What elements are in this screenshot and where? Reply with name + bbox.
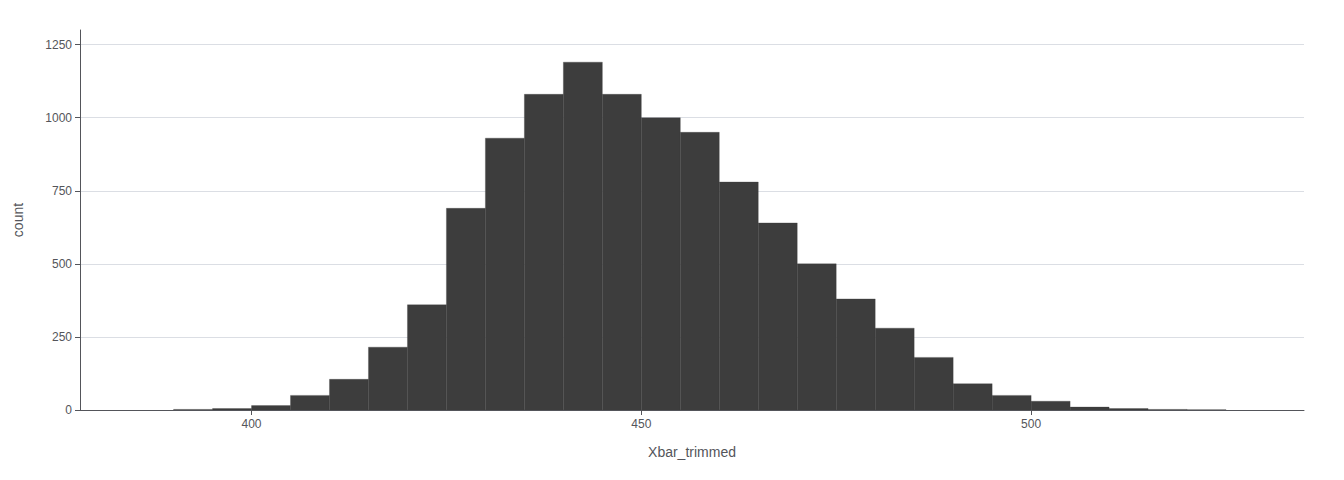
svg-text:1000: 1000	[45, 111, 72, 125]
svg-text:1250: 1250	[45, 38, 72, 52]
svg-text:count: count	[10, 203, 26, 237]
svg-text:250: 250	[52, 330, 72, 344]
svg-text:0: 0	[65, 403, 72, 417]
svg-text:500: 500	[52, 257, 72, 271]
svg-text:750: 750	[52, 184, 72, 198]
svg-text:500: 500	[1021, 417, 1041, 431]
svg-text:Xbar_trimmed: Xbar_trimmed	[648, 444, 736, 460]
svg-text:400: 400	[242, 417, 262, 431]
svg-text:450: 450	[631, 417, 651, 431]
